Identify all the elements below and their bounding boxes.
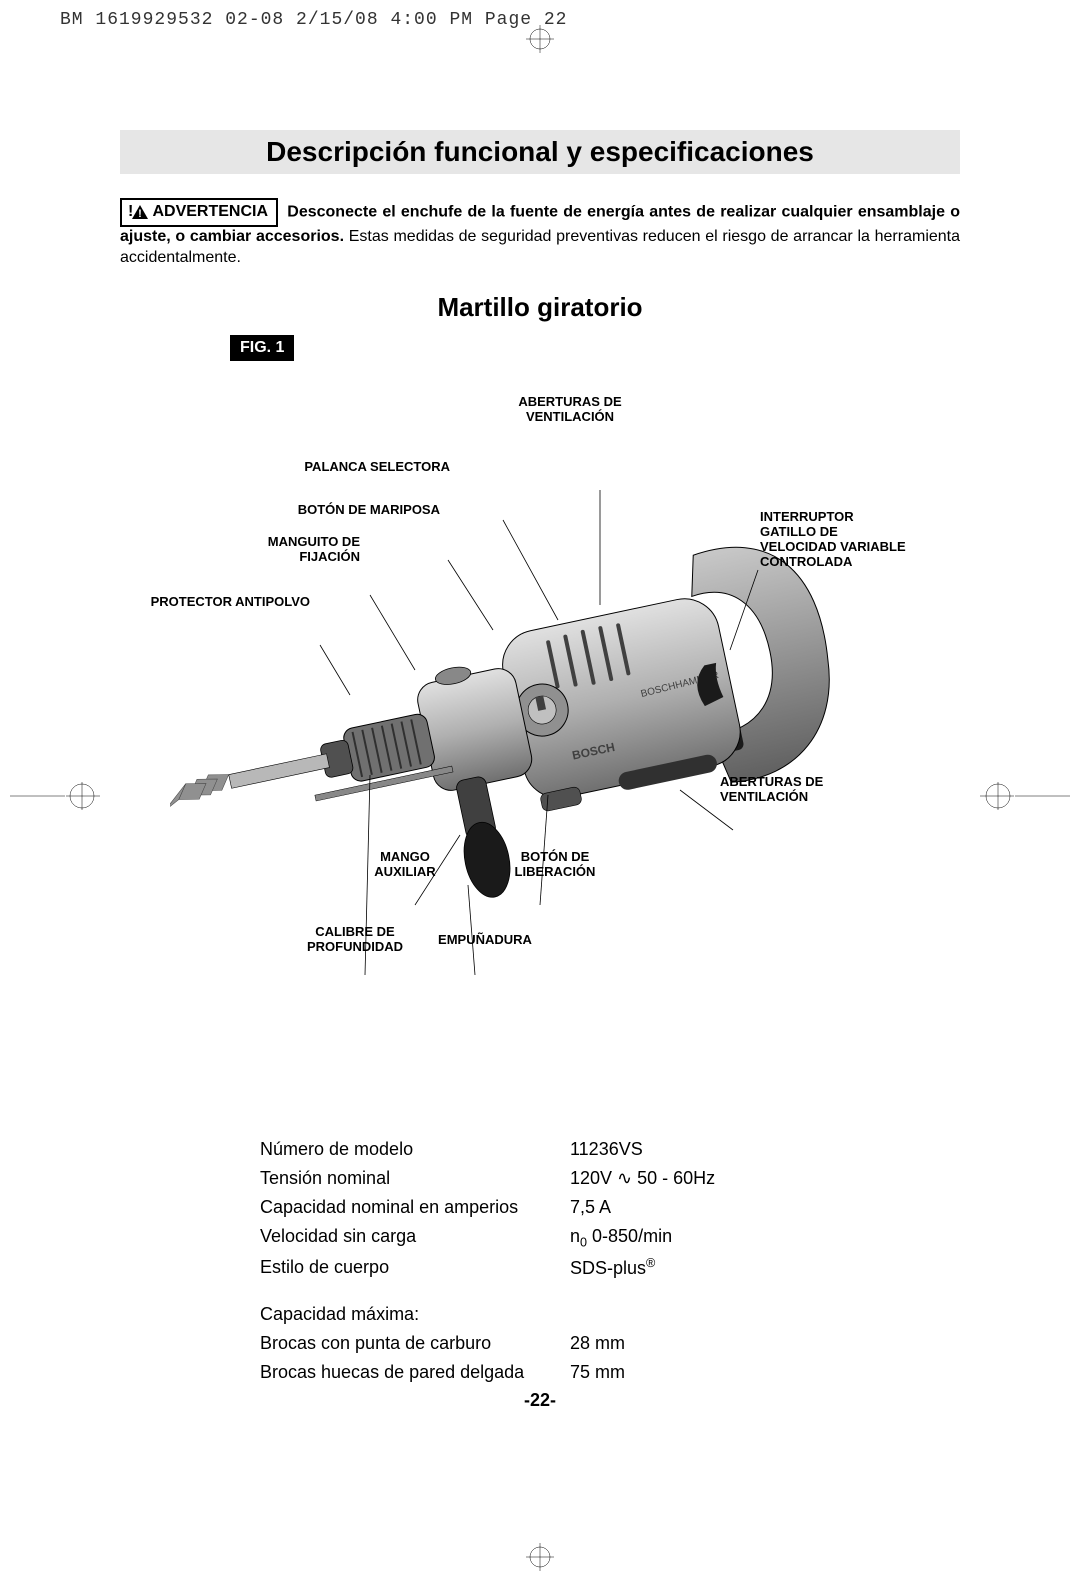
spec-label: Brocas huecas de pared delgada [260,1358,570,1387]
specifications-table: Número de modelo11236VS Tensión nominal1… [260,1135,960,1386]
spec-label: Velocidad sin carga [260,1222,570,1253]
spec-label: Brocas con punta de carburo [260,1329,570,1358]
spec-row: Brocas con punta de carburo28 mm [260,1329,625,1358]
callout-empunadura: EMPUÑADURA [420,933,550,948]
spec-value: 120V ∿ 50 - 60Hz [570,1164,715,1193]
callout-mango: MANGOAUXILIAR [355,850,455,880]
page-content: Descripción funcional y especificaciones… [120,130,960,1387]
warning-paragraph: ! ADVERTENCIA Desconecte el enchufe de l… [120,198,960,268]
warning-badge: ! ADVERTENCIA [120,198,278,227]
capacity-header: Capacidad máxima: [260,1300,960,1329]
callout-palanca: PALANCA SELECTORA [250,460,450,475]
svg-text:!: ! [139,208,143,219]
drill-illustration: BOSCHHAMMER BOSCH [170,395,910,1075]
spec-value: n0 0-850/min [570,1222,715,1253]
callout-aberturas-top: ABERTURAS DEVENTILACIÓN [490,395,650,425]
spec-value: 75 mm [570,1358,625,1387]
crop-mark-bottom [526,1543,554,1571]
spec-row: Estilo de cuerpoSDS-plus® [260,1253,715,1283]
spec-row: Capacidad nominal en amperios7,5 A [260,1193,715,1222]
crop-mark-left [10,782,100,810]
callout-protector: PROTECTOR ANTIPOLVO [120,595,310,610]
crop-mark-right [980,782,1070,810]
figure-label: FIG. 1 [230,335,294,361]
section-subtitle: Martillo giratorio [120,292,960,323]
page-title: Descripción funcional y especificaciones [120,130,960,174]
spec-value: 28 mm [570,1329,625,1358]
spec-label: Estilo de cuerpo [260,1253,570,1283]
spec-row: Brocas huecas de pared delgada75 mm [260,1358,625,1387]
page-number: -22- [120,1390,960,1411]
spec-label: Número de modelo [260,1135,570,1164]
file-header-meta: BM 1619929532 02-08 2/15/08 4:00 PM Page… [60,10,567,30]
spec-value: 11236VS [570,1135,715,1164]
callout-liberacion: BOTÓN DELIBERACIÓN [495,850,615,880]
spec-value: 7,5 A [570,1193,715,1222]
spec-label: Capacidad nominal en amperios [260,1193,570,1222]
callout-manguito: MANGUITO DEFIJACIÓN [210,535,360,565]
callout-calibre: CALIBRE DEPROFUNDIDAD [290,925,420,955]
spec-row: Velocidad sin cargan0 0-850/min [260,1222,715,1253]
spec-label: Tensión nominal [260,1164,570,1193]
callout-mariposa: BOTÓN DE MARIPOSA [240,503,440,518]
crop-mark-top [526,25,554,53]
callout-aberturas-bottom: ABERTURAS DEVENTILACIÓN [720,775,900,805]
spec-row: Tensión nominal120V ∿ 50 - 60Hz [260,1164,715,1193]
callout-interruptor: INTERRUPTORGATILLO DEVELOCIDAD VARIABLEC… [760,510,960,570]
spec-row: Número de modelo11236VS [260,1135,715,1164]
warning-label-text: ADVERTENCIA [152,203,268,220]
spec-value: SDS-plus® [570,1253,715,1283]
warning-icon: ! [132,205,148,219]
figure-1: FIG. 1 [120,335,960,1095]
